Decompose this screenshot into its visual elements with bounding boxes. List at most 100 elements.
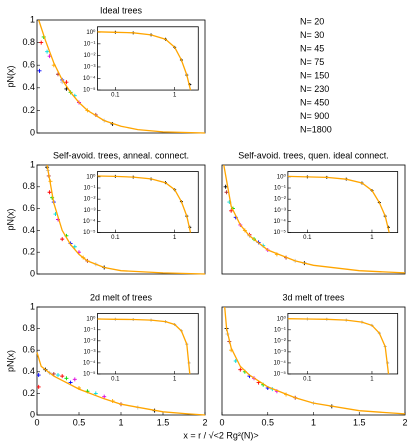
y-tick-label: 10⁻³ (84, 65, 96, 71)
y-tick-label: 10⁻⁵ (83, 229, 96, 236)
y-tick-label: 10⁻¹ (84, 327, 96, 333)
y-tick-label: 10⁻⁴ (83, 75, 96, 82)
data-point (68, 380, 73, 385)
legend-entry: N= 45 (300, 43, 324, 53)
x-tick-label: 0 (219, 417, 224, 427)
data-point (223, 184, 228, 189)
legend-entry: N= 450 (300, 97, 329, 107)
data-point (47, 190, 52, 195)
x-tick-label: 1 (173, 235, 177, 241)
y-tick-label: 10⁻⁴ (273, 218, 286, 225)
fit-curve (223, 164, 406, 274)
y-tick-label: 10⁰ (277, 173, 287, 180)
y-tick-label: 0.8 (22, 181, 35, 191)
y-axis-label: pN(x) (5, 65, 15, 87)
y-tick-label: 0.4 (22, 82, 35, 92)
fit-curve (97, 318, 191, 375)
data-point (36, 384, 41, 389)
y-tick-label: 1 (30, 14, 35, 24)
y-tick-label: 0.4 (22, 366, 35, 376)
y-tick-label: 10⁻⁴ (83, 218, 96, 225)
plot-frame (221, 164, 406, 275)
y-tick-label: 10⁻² (84, 197, 96, 203)
y-tick-label: 10⁻¹ (274, 186, 286, 192)
fit-curve (97, 175, 192, 233)
x-tick-label: 1 (370, 377, 374, 383)
data-point (64, 376, 69, 381)
x-tick-label: 0.1 (303, 235, 312, 241)
y-tick-label: 0 (30, 268, 35, 278)
fit-curve (46, 164, 206, 275)
y-tick-label: 10⁻² (84, 338, 96, 344)
y-tick-label: 0.8 (22, 37, 35, 47)
y-tick-label: 10⁻⁵ (274, 371, 287, 378)
fit-curve (38, 19, 206, 134)
legend-entry: N= 150 (300, 70, 329, 80)
data-point (72, 244, 77, 249)
y-tick-label: 10⁰ (277, 315, 287, 322)
y-tick-label: 0 (30, 409, 35, 419)
fit-curve (224, 306, 406, 415)
fit-curve (36, 352, 206, 416)
data-point (60, 237, 65, 242)
y-axis-label: pN(x) (5, 208, 15, 230)
fit-curve (287, 175, 390, 233)
data-point (224, 190, 229, 195)
legend-entry: N= 230 (300, 84, 329, 94)
data-point (102, 394, 107, 399)
panel-title: Self-avoid. trees, anneal. connect. (53, 150, 189, 160)
x-tick-label: 1.5 (353, 417, 366, 427)
legend-entry: N= 30 (300, 30, 324, 40)
y-tick-label: 10⁻⁵ (83, 87, 96, 94)
legend-entry: N= 20 (300, 16, 324, 26)
y-tick-label: 0.6 (22, 203, 35, 213)
y-tick-label: 10⁻⁴ (273, 359, 286, 366)
data-point (93, 391, 98, 396)
y-tick-label: 10⁻⁴ (83, 359, 96, 366)
data-point (56, 373, 60, 378)
plot-frame (36, 19, 206, 134)
x-tick-label: 1.5 (157, 417, 170, 427)
data-point (238, 367, 243, 372)
data-point (72, 377, 77, 382)
y-tick-label: 10⁰ (86, 315, 96, 322)
data-point (64, 80, 69, 85)
y-tick-label: 10⁻² (274, 197, 286, 203)
data-point (45, 49, 50, 54)
x-tick-label: 1 (173, 93, 177, 99)
plot-frame (36, 164, 206, 275)
y-tick-label: 10⁻³ (84, 349, 96, 355)
x-tick-label: 1 (118, 417, 123, 427)
x-tick-label: 0.1 (111, 235, 120, 241)
inset-frame (97, 171, 199, 233)
x-tick-label: 0.5 (261, 417, 274, 427)
fit-curve (97, 31, 192, 91)
legend-entry: N= 75 (300, 57, 324, 67)
y-tick-label: 10⁰ (86, 173, 96, 180)
x-tick-label: 1 (311, 417, 316, 427)
y-tick-label: 0.6 (22, 60, 35, 70)
legend-entry: N= 900 (300, 111, 329, 121)
y-tick-label: 0.2 (22, 247, 35, 257)
x-tick-label: 0 (34, 417, 39, 427)
data-point (60, 374, 65, 379)
x-tick-label: 0.5 (73, 417, 86, 427)
data-point (229, 208, 234, 213)
panel-title: 2d melt of trees (90, 292, 153, 302)
y-tick-label: 10⁻³ (274, 349, 286, 355)
inset-frame (97, 26, 199, 91)
y-tick-label: 10⁻² (84, 53, 96, 59)
y-tick-label: 0.2 (22, 388, 35, 398)
legend-entry: N=1800 (300, 124, 332, 134)
data-point (36, 373, 41, 378)
x-tick-label: 2 (202, 417, 207, 427)
x-tick-label: 0.1 (111, 377, 120, 383)
fit-curve (287, 318, 390, 375)
panel-title: 3d melt of trees (282, 292, 345, 302)
y-tick-label: 10⁰ (86, 29, 96, 36)
y-tick-label: 10⁻⁵ (274, 229, 287, 236)
x-tick-label: 0.1 (111, 93, 120, 99)
y-tick-label: 0.8 (22, 323, 35, 333)
y-axis-label: pN(x) (5, 350, 15, 372)
y-tick-label: 10⁻³ (84, 208, 96, 214)
